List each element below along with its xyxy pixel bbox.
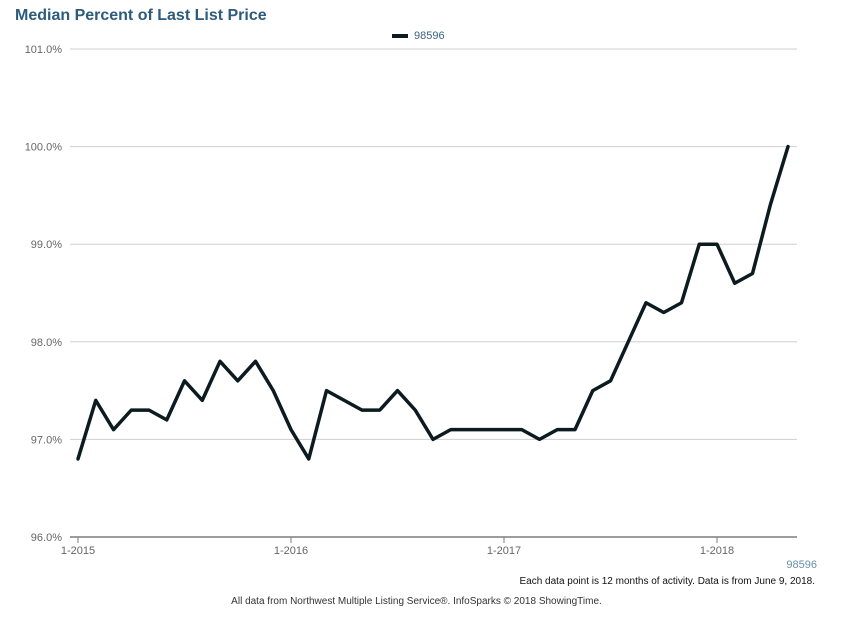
x-tick-label: 1-2017 [487, 545, 521, 557]
legend-swatch [392, 34, 408, 38]
legend-label: 98596 [414, 30, 445, 42]
legend[interactable]: 98596 [392, 30, 445, 42]
chart-title: Median Percent of Last List Price [15, 7, 267, 24]
x-axis: 1-2015 1-2016 1-2017 1-2018 [61, 537, 734, 557]
data-note: Each data point is 12 months of activity… [519, 576, 815, 587]
x-tick-label: 1-2018 [700, 545, 734, 557]
series-line [76, 144, 790, 461]
y-axis-labels: 96.0% 97.0% 98.0% 99.0% 100.0% 101.0% [25, 44, 63, 544]
y-tick-label: 98.0% [31, 337, 62, 349]
series-lines [76, 144, 790, 461]
y-tick-label: 100.0% [25, 142, 63, 154]
gridlines [70, 48, 797, 538]
series-axis-label: 98596 [786, 559, 817, 571]
x-tick-label: 1-2016 [274, 545, 308, 557]
y-tick-label: 97.0% [31, 434, 62, 446]
y-tick-label: 96.0% [31, 532, 62, 544]
y-tick-label: 101.0% [25, 44, 63, 56]
credit-line: All data from Northwest Multiple Listing… [231, 596, 602, 607]
x-tick-label: 1-2015 [61, 545, 95, 557]
y-tick-label: 99.0% [31, 239, 62, 251]
